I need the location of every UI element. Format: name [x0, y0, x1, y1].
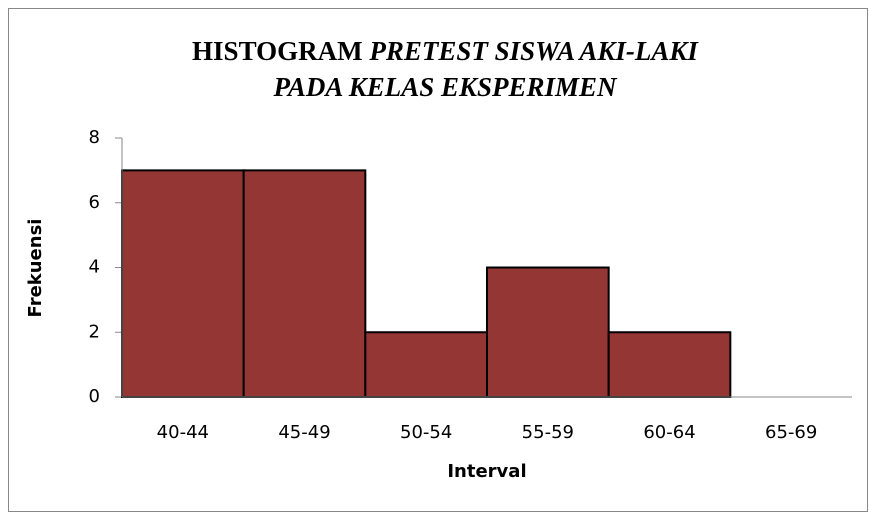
y-tick-label: 4 — [89, 257, 100, 278]
chart-title: HISTOGRAM PRETEST SISWA AKI-LAKI — [192, 36, 699, 66]
x-tick-label: 45-49 — [278, 422, 330, 443]
y-tick-label: 6 — [89, 192, 100, 213]
y-tick-label: 2 — [89, 321, 100, 342]
y-tick-label: 8 — [89, 127, 100, 148]
x-tick-label: 40-44 — [157, 422, 209, 443]
x-tick-label: 60-64 — [643, 422, 695, 443]
title-part: HISTOGRAM — [192, 36, 363, 66]
y-tick-label: 0 — [89, 386, 100, 407]
x-tick-label: 65-69 — [765, 422, 817, 443]
bar — [486, 266, 610, 398]
chart-title: PADA KELAS EKSPERIMEN — [272, 72, 618, 102]
x-tick-label: 50-54 — [400, 422, 452, 443]
x-tick-label: 55-59 — [522, 422, 574, 443]
bar — [364, 331, 489, 398]
bar — [242, 169, 367, 398]
bar — [607, 331, 732, 398]
title-part: PRETEST SISWA AKI-LAKI — [368, 36, 699, 66]
bar — [121, 169, 245, 398]
y-axis-title: Frekuensi — [25, 219, 46, 318]
x-axis-title: Interval — [447, 461, 526, 482]
